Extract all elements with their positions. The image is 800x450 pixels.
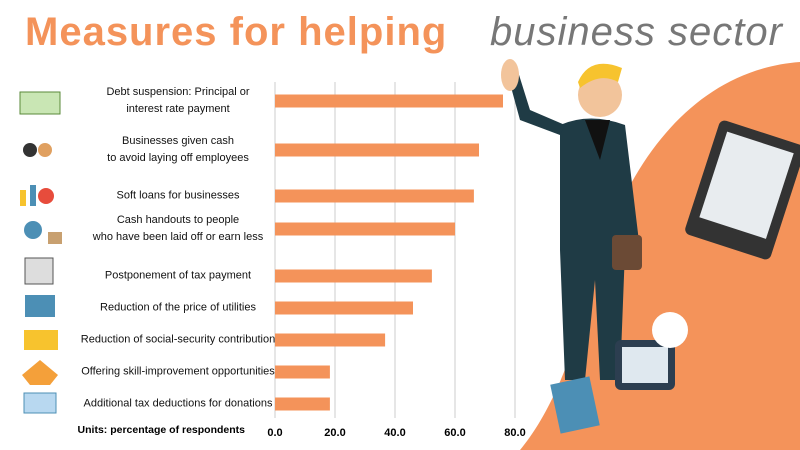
x-tick-label: 20.0 [324,427,345,439]
x-tick-label: 60.0 [444,427,465,439]
category-label: Postponement of tax payment [104,269,252,282]
category-label: Reduction of social-security contributio… [80,333,276,346]
x-tick-label: 0.0 [267,427,282,439]
x-tick-label: 40.0 [384,427,405,439]
bar [275,397,330,411]
bar [275,269,432,283]
category-label: Soft loans for businesses [116,189,240,202]
category-label: Debt suspension: Principal or interest r… [106,86,250,115]
category-label: Offering skill-improvement opportunities [81,365,275,378]
category-label: Additional tax deductions for donations [83,397,273,410]
category-label: Reduction of the price of utilities [100,301,256,314]
icons [19,91,62,414]
bar [275,143,479,157]
bar [275,94,503,108]
title-emphasis: business sector [490,10,783,54]
bar [275,365,330,379]
businessman-illustration [501,59,800,434]
bar [275,333,386,347]
title-main: Measures for helping [25,10,448,54]
bar [275,189,474,203]
category-label: Cash handouts to people who have been la… [92,214,264,243]
x-tick-label: 80.0 [504,427,525,439]
x-axis-label: Units: percentage of respondents [77,424,245,436]
bar [275,222,455,236]
category-label: Businesses given cash to avoid laying of… [107,135,249,164]
bar [275,301,413,315]
